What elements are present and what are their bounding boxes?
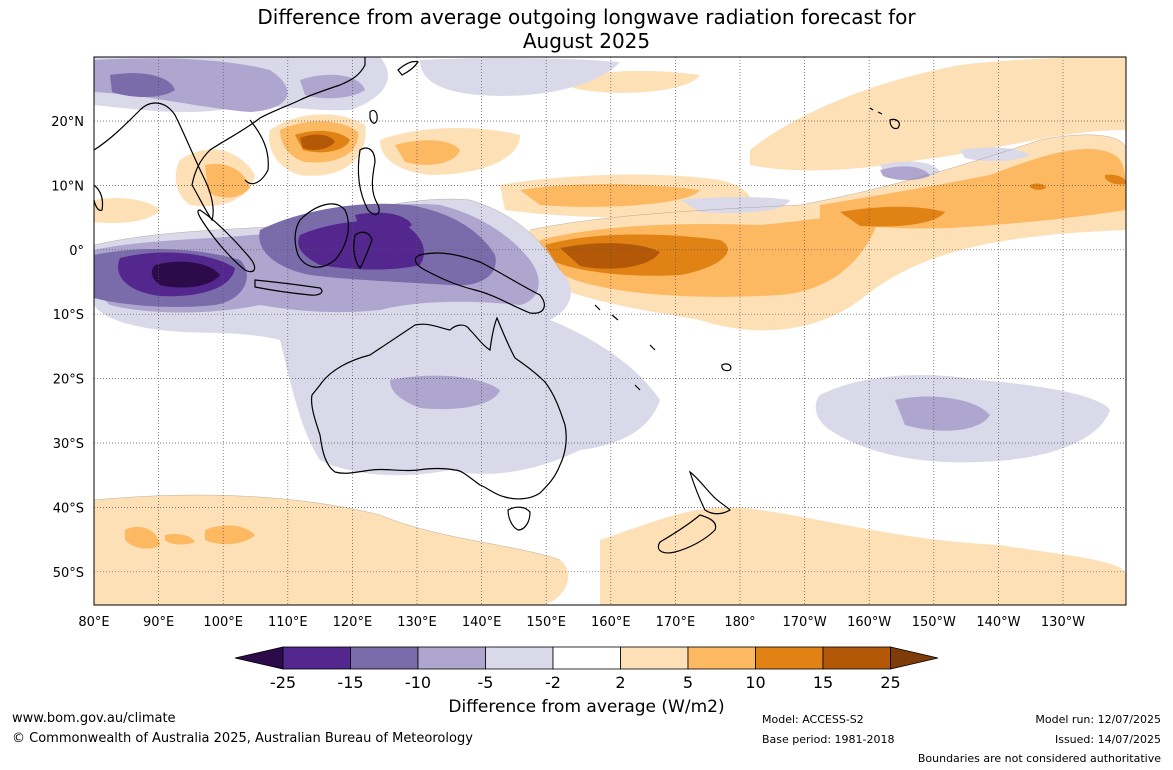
longitude-label: 150°W <box>912 615 956 630</box>
colorbar-band <box>350 646 419 670</box>
japan-coastline <box>397 60 419 76</box>
colorbar-tick-label: -25 <box>270 673 296 692</box>
colorbar: -25 -15 -10 -5 -2 2 5 10 15 25 <box>234 646 939 692</box>
longitude-label: 180° <box>724 615 755 630</box>
colorbar-band <box>282 646 351 670</box>
longitude-label: 110°E <box>268 615 308 630</box>
new-zealand-north-island <box>688 470 731 515</box>
colorbar-tick-label: 10 <box>745 673 765 692</box>
longitude-label: 150°E <box>526 615 566 630</box>
anomaly-band-neg25 <box>151 261 220 288</box>
latitude-label: 10°N <box>51 179 84 194</box>
longitude-label: 160°W <box>847 615 891 630</box>
longitude-label: 100°E <box>203 615 243 630</box>
colorbar-tick-label: 5 <box>683 673 693 692</box>
title-line-2: August 2025 <box>522 29 651 53</box>
colorbar-band <box>620 646 689 670</box>
longitude-label: 170°E <box>656 615 696 630</box>
latitude-label: 50°S <box>53 566 84 581</box>
colorbar-band <box>552 646 621 670</box>
latitude-label: 10°S <box>53 308 84 323</box>
colorbar-tick-label: -15 <box>337 673 363 692</box>
longitude-label: 130°W <box>1041 615 1085 630</box>
colorbar-band <box>755 646 824 670</box>
latitude-label: 20°S <box>53 373 84 388</box>
map-gridlines <box>94 57 1126 605</box>
colorbar-band <box>417 646 486 670</box>
forecast-map: 20°N 10°N 0° 10°S 20°S 30°S 40°S 50°S 80°E 90°E 1… <box>51 56 1127 692</box>
longitude-label: 130°E <box>397 615 437 630</box>
colorbar-band <box>822 646 891 670</box>
map-border <box>93 56 1127 606</box>
java-coastline <box>254 279 323 296</box>
website-link[interactable]: www.bom.gov.au/climate <box>12 711 176 726</box>
colorbar-band <box>687 646 756 670</box>
longitude-label: 80°E <box>78 615 109 630</box>
colorbar-tick-label: 15 <box>813 673 833 692</box>
colorbar-tick-label: -5 <box>478 673 494 692</box>
title-line-1: Difference from average outgoing longwav… <box>257 5 916 29</box>
coastlines <box>93 57 900 554</box>
copyright-text: © Commonwealth of Australia 2025, Austra… <box>12 731 473 746</box>
longitude-label: 140°W <box>976 615 1020 630</box>
anomaly-band-neg15 <box>118 212 424 297</box>
sumatra-coastline <box>197 209 256 273</box>
anomaly-fields <box>94 57 1126 605</box>
colorbar-tick-label: -10 <box>405 673 431 692</box>
model-name: Model: ACCESS-S2 <box>762 713 864 726</box>
philippines-coastline <box>357 147 380 216</box>
latitude-label: 40°S <box>53 501 84 516</box>
latitude-label: 20°N <box>51 115 84 130</box>
borneo-coastline <box>294 203 349 268</box>
longitude-label: 90°E <box>143 615 174 630</box>
new-zealand-south-island <box>657 514 717 554</box>
legend-title: Difference from average (W/m2) <box>448 697 725 717</box>
hawaii-coastline <box>869 107 900 130</box>
longitude-label: 160°E <box>591 615 631 630</box>
latitude-label: 0° <box>69 244 84 259</box>
vietnam-coastline <box>244 119 269 185</box>
issued-date: Issued: 14/07/2025 <box>1054 733 1161 746</box>
colorbar-tick-label: -2 <box>545 673 561 692</box>
longitude-label: 170°W <box>783 615 827 630</box>
model-run-date: Model run: 12/07/2025 <box>1035 713 1161 726</box>
pacific-islands-coastline <box>594 304 732 391</box>
colorbar-tick-label: 2 <box>615 673 625 692</box>
colorbar-extend-high <box>890 646 939 670</box>
sulawesi-coastline <box>353 231 373 270</box>
australia-coastline <box>310 316 567 500</box>
longitude-labels: 80°E 90°E 100°E 110°E 120°E 130°E 140°E 150°E 16… <box>78 615 1085 630</box>
longitude-label: 120°E <box>333 615 373 630</box>
longitude-label: 140°E <box>462 615 502 630</box>
boundaries-disclaimer: Boundaries are not considered authoritat… <box>917 752 1161 765</box>
tasmania-coastline <box>507 506 531 531</box>
latitude-labels: 20°N 10°N 0° 10°S 20°S 30°S 40°S 50°S <box>51 115 84 581</box>
india-coastline <box>93 184 104 211</box>
colorbar-band <box>485 646 554 670</box>
taiwan-coastline <box>369 109 378 124</box>
new-guinea-coastline <box>414 252 545 314</box>
base-period: Base period: 1981-2018 <box>762 733 895 746</box>
mainland-asia-coastline <box>93 57 366 222</box>
latitude-label: 30°S <box>53 437 84 452</box>
colorbar-tick-label: 25 <box>880 673 900 692</box>
colorbar-extend-low <box>234 646 284 670</box>
